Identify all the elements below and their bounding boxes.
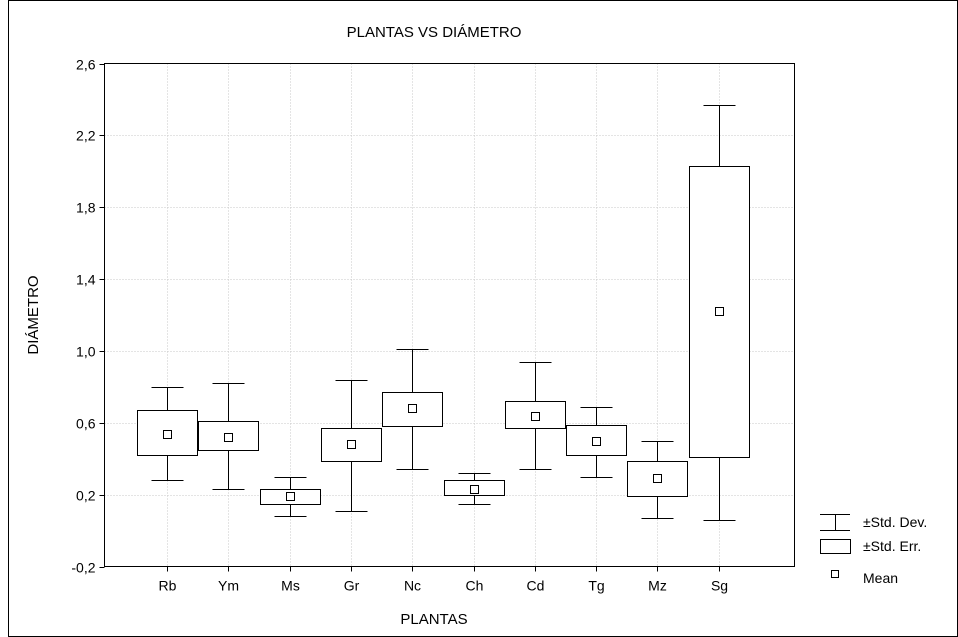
y-axis: -0,2 0,2 0,6 1,0 1,4 1,8 2,2 2,6	[71, 57, 105, 576]
x-tick-label: Ch	[466, 578, 484, 594]
y-tick-label: 0,2	[76, 488, 96, 504]
mean-marker	[347, 440, 356, 449]
legend-std-err-label: ±Std. Err.	[863, 538, 921, 554]
y-tick-label: -0,2	[71, 560, 95, 576]
legend-std-dev-label: ±Std. Dev.	[863, 514, 927, 530]
y-axis-label: DIÁMETRO	[25, 275, 42, 354]
mean-marker	[715, 307, 724, 316]
chart-title: PLANTAS VS DIÁMETRO	[347, 24, 522, 41]
x-tick-label: Mz	[648, 578, 667, 594]
x-tick-label: Cd	[527, 578, 545, 594]
box-ch	[444, 473, 505, 505]
box-rb	[137, 387, 198, 481]
y-tick-label: 2,2	[76, 128, 96, 144]
y-tick-label: 0,6	[76, 416, 96, 432]
legend-std-dev-symbol	[820, 514, 850, 531]
legend: ±Std. Dev. ±Std. Err. Mean	[820, 514, 927, 586]
y-tick-label: 1,0	[76, 344, 96, 360]
plot-series	[137, 105, 750, 521]
box-ms	[260, 477, 321, 517]
box-nc	[382, 349, 443, 470]
box-sg	[689, 105, 750, 521]
mean-marker	[286, 492, 295, 501]
box-gr	[321, 380, 382, 512]
mean-marker	[592, 437, 601, 446]
x-tick-label: Ym	[218, 578, 239, 594]
x-tick-label: Rb	[159, 578, 177, 594]
y-tick-label: 1,4	[76, 272, 96, 288]
mean-marker	[531, 412, 540, 421]
y-tick-label: 1,8	[76, 200, 96, 216]
legend-std-err-symbol	[820, 539, 851, 554]
mean-marker	[163, 430, 172, 439]
box-ym	[198, 383, 259, 490]
plot-area	[104, 63, 795, 567]
x-axis: Rb Ym Ms Gr Nc Ch Cd Tg Mz Sg	[159, 566, 728, 594]
mean-marker	[224, 433, 233, 442]
x-tick-label: Nc	[404, 578, 421, 594]
mean-marker	[408, 404, 417, 413]
legend-mean-symbol	[831, 570, 839, 578]
x-tick-label: Ms	[281, 578, 300, 594]
box-mz	[627, 441, 688, 519]
x-tick-label: Tg	[588, 578, 604, 594]
x-tick-label: Sg	[711, 578, 728, 594]
std-err-box	[382, 392, 443, 427]
mean-marker	[470, 485, 479, 494]
figure-border	[8, 0, 958, 637]
x-axis-label: PLANTAS	[400, 611, 467, 628]
x-tick-label: Gr	[344, 578, 360, 594]
legend-mean-label: Mean	[863, 570, 898, 586]
box-tg	[566, 407, 627, 478]
box-cd	[505, 362, 566, 470]
mean-marker	[653, 474, 662, 483]
y-tick-label: 2,6	[76, 57, 96, 73]
